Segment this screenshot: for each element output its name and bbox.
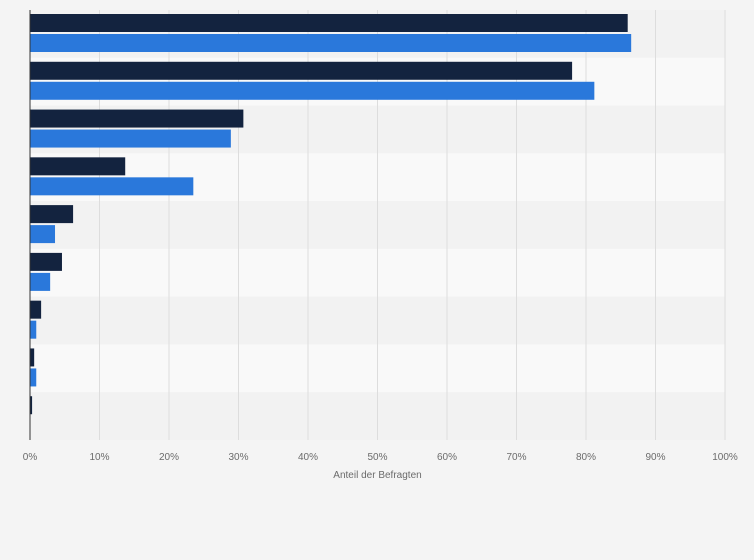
x-tick-label: 10%: [89, 452, 109, 463]
bar-series1: [30, 396, 33, 415]
x-tick-label: 40%: [298, 452, 318, 463]
x-tick-label: 20%: [159, 452, 179, 463]
bar-series2: [30, 225, 56, 244]
bars: [30, 14, 632, 415]
x-tick-label: 100%: [712, 452, 738, 463]
gridlines: [99, 10, 726, 440]
bar-series2: [30, 177, 194, 196]
bar-series2: [30, 272, 51, 291]
bar-series1: [30, 109, 244, 128]
bar-series1: [30, 348, 35, 367]
bar-series2: [30, 34, 632, 52]
bar-series2: [30, 81, 595, 100]
bar-series1: [30, 252, 62, 271]
bar-series2: [30, 129, 231, 148]
bar-series2: [30, 368, 37, 387]
bar-series1: [30, 205, 74, 224]
x-tick-label: 90%: [645, 452, 665, 463]
x-axis-ticks: 0% 10% 20% 30% 40% 50% 60% 70% 80% 90% 100%: [23, 452, 738, 463]
bar-series1: [30, 61, 573, 80]
bar-series1: [30, 300, 42, 319]
bar-series1: [30, 14, 628, 32]
x-axis-title: Anteil der Befragten: [333, 470, 421, 481]
bar-series2: [30, 320, 37, 339]
x-tick-label: 70%: [506, 452, 526, 463]
x-tick-label: 60%: [437, 452, 457, 463]
x-tick-label: 50%: [367, 452, 387, 463]
x-tick-label: 30%: [228, 452, 248, 463]
x-tick-label: 0%: [23, 452, 38, 463]
x-tick-label: 80%: [576, 452, 596, 463]
bar-series1: [30, 157, 126, 176]
